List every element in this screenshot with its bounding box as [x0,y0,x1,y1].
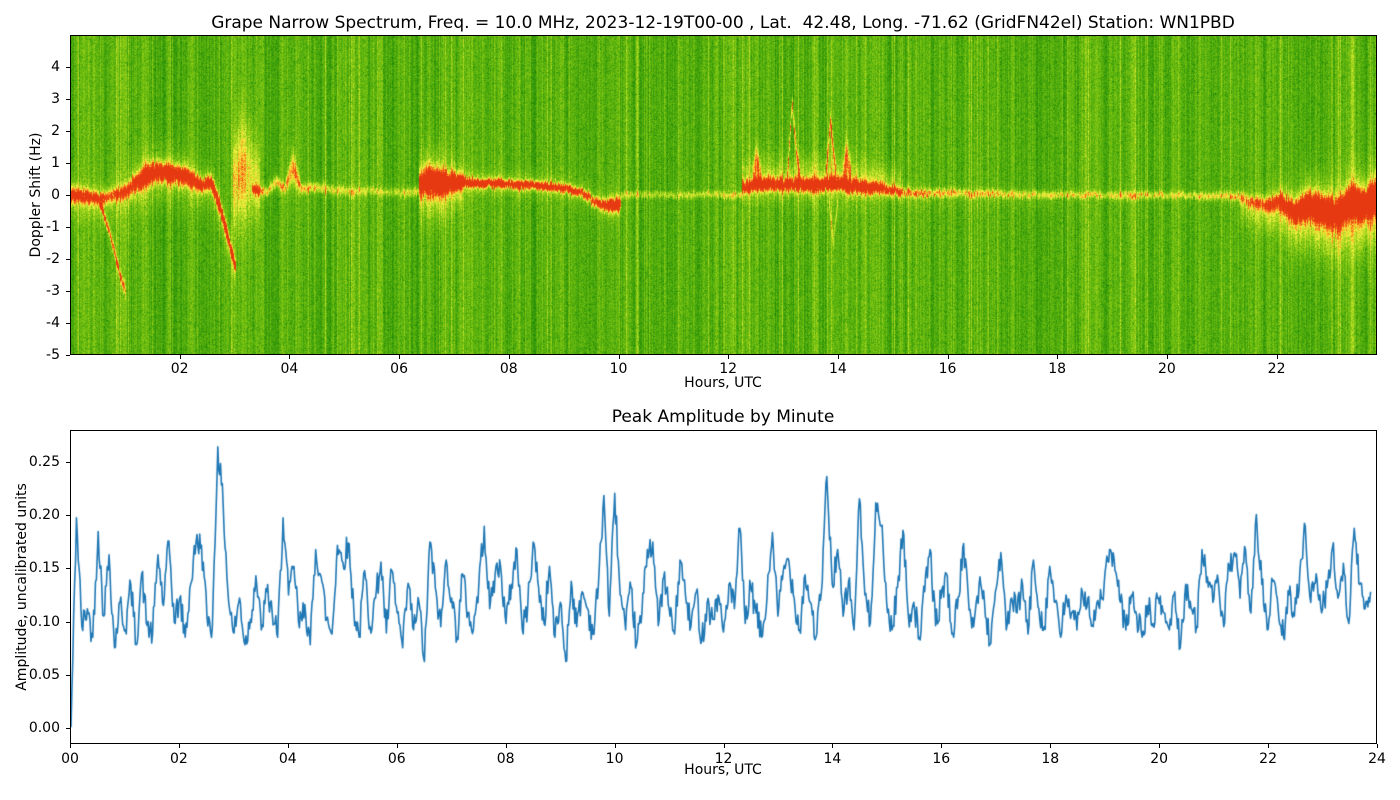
x-tick-label: 08 [499,361,518,377]
amplitude-plot [70,430,1377,744]
spectrogram-title: Grape Narrow Spectrum, Freq. = 10.0 MHz,… [211,13,1235,33]
x-tick-mark [947,355,949,359]
y-tick-label: 3 [51,91,60,107]
y-tick-mark [66,568,70,570]
x-tick-label: 18 [1048,361,1067,377]
x-tick-label: 22 [1267,361,1286,377]
amplitude-canvas [71,431,1376,743]
amplitude-xlabel: Hours, UTC [684,762,762,778]
y-tick-label: 1 [51,155,60,171]
y-tick-label: 0.25 [28,453,60,470]
x-tick-mark [287,744,289,748]
y-tick-label: 2 [51,123,60,139]
spectrogram-canvas [71,36,1376,354]
x-tick-label: 24 [1368,751,1386,767]
y-tick-label: -1 [46,219,60,235]
y-tick-label: 4 [51,59,60,75]
amplitude-title: Peak Amplitude by Minute [611,407,835,427]
x-tick-label: 06 [387,751,406,767]
x-tick-label: 12 [714,751,733,767]
y-tick-mark [66,621,70,623]
x-tick-label: 04 [280,361,299,377]
y-tick-label: -2 [46,251,60,267]
y-tick-mark [66,355,70,356]
x-tick-label: 02 [170,361,189,377]
x-tick-mark [289,355,291,359]
y-tick-label: -5 [46,347,60,363]
x-tick-mark [723,744,725,748]
y-tick-mark [66,461,70,463]
x-tick-mark [70,744,71,748]
y-tick-label: 0.15 [28,560,60,577]
y-tick-mark [66,163,70,164]
x-tick-mark [837,355,839,359]
y-tick-mark [66,67,70,68]
x-tick-label: 00 [61,751,79,767]
x-tick-label: 16 [932,751,951,767]
x-tick-label: 10 [609,361,628,377]
x-tick-mark [1166,355,1168,359]
x-tick-label: 02 [169,751,188,767]
y-tick-mark [66,291,70,292]
x-tick-label: 22 [1259,751,1278,767]
x-tick-label: 12 [719,361,738,377]
x-tick-mark [618,355,620,359]
y-tick-label: -3 [46,283,60,299]
y-tick-mark [66,195,70,196]
x-tick-label: 20 [1150,751,1169,767]
x-tick-mark [179,355,181,359]
x-tick-mark [1050,744,1052,748]
x-tick-mark [1377,744,1378,748]
y-tick-label: 0.10 [28,613,60,630]
x-tick-label: 08 [496,751,515,767]
y-tick-label: 0.20 [28,507,60,524]
y-tick-label: 0.00 [28,720,60,736]
y-tick-label: -4 [46,315,60,331]
x-tick-mark [1268,744,1270,748]
x-tick-mark [178,744,180,748]
y-tick-mark [66,227,70,228]
x-tick-mark [941,744,943,748]
x-tick-mark [1159,744,1161,748]
x-tick-mark [832,744,834,748]
spectrogram-xlabel: Hours, UTC [684,375,762,391]
x-tick-mark [1057,355,1059,359]
spectrogram-plot [70,35,1377,355]
x-tick-mark [505,744,507,748]
y-tick-mark [66,99,70,100]
x-tick-mark [508,355,510,359]
x-tick-mark [1276,355,1278,359]
y-tick-mark [66,515,70,517]
y-tick-label: 0.05 [28,666,60,683]
y-tick-mark [66,323,70,324]
x-tick-mark [396,744,398,748]
x-tick-label: 10 [605,751,624,767]
y-tick-label: 0 [51,187,60,203]
x-tick-label: 18 [1041,751,1060,767]
y-tick-mark [66,259,70,260]
x-tick-label: 16 [938,361,957,377]
x-tick-mark [614,744,616,748]
x-tick-mark [399,355,401,359]
y-tick-mark [66,674,70,676]
y-tick-mark [66,131,70,132]
x-tick-label: 20 [1157,361,1176,377]
x-tick-mark [728,355,730,359]
y-tick-mark [66,728,70,729]
x-tick-label: 14 [828,361,847,377]
x-tick-label: 06 [390,361,409,377]
x-tick-label: 04 [278,751,297,767]
x-tick-label: 14 [823,751,842,767]
